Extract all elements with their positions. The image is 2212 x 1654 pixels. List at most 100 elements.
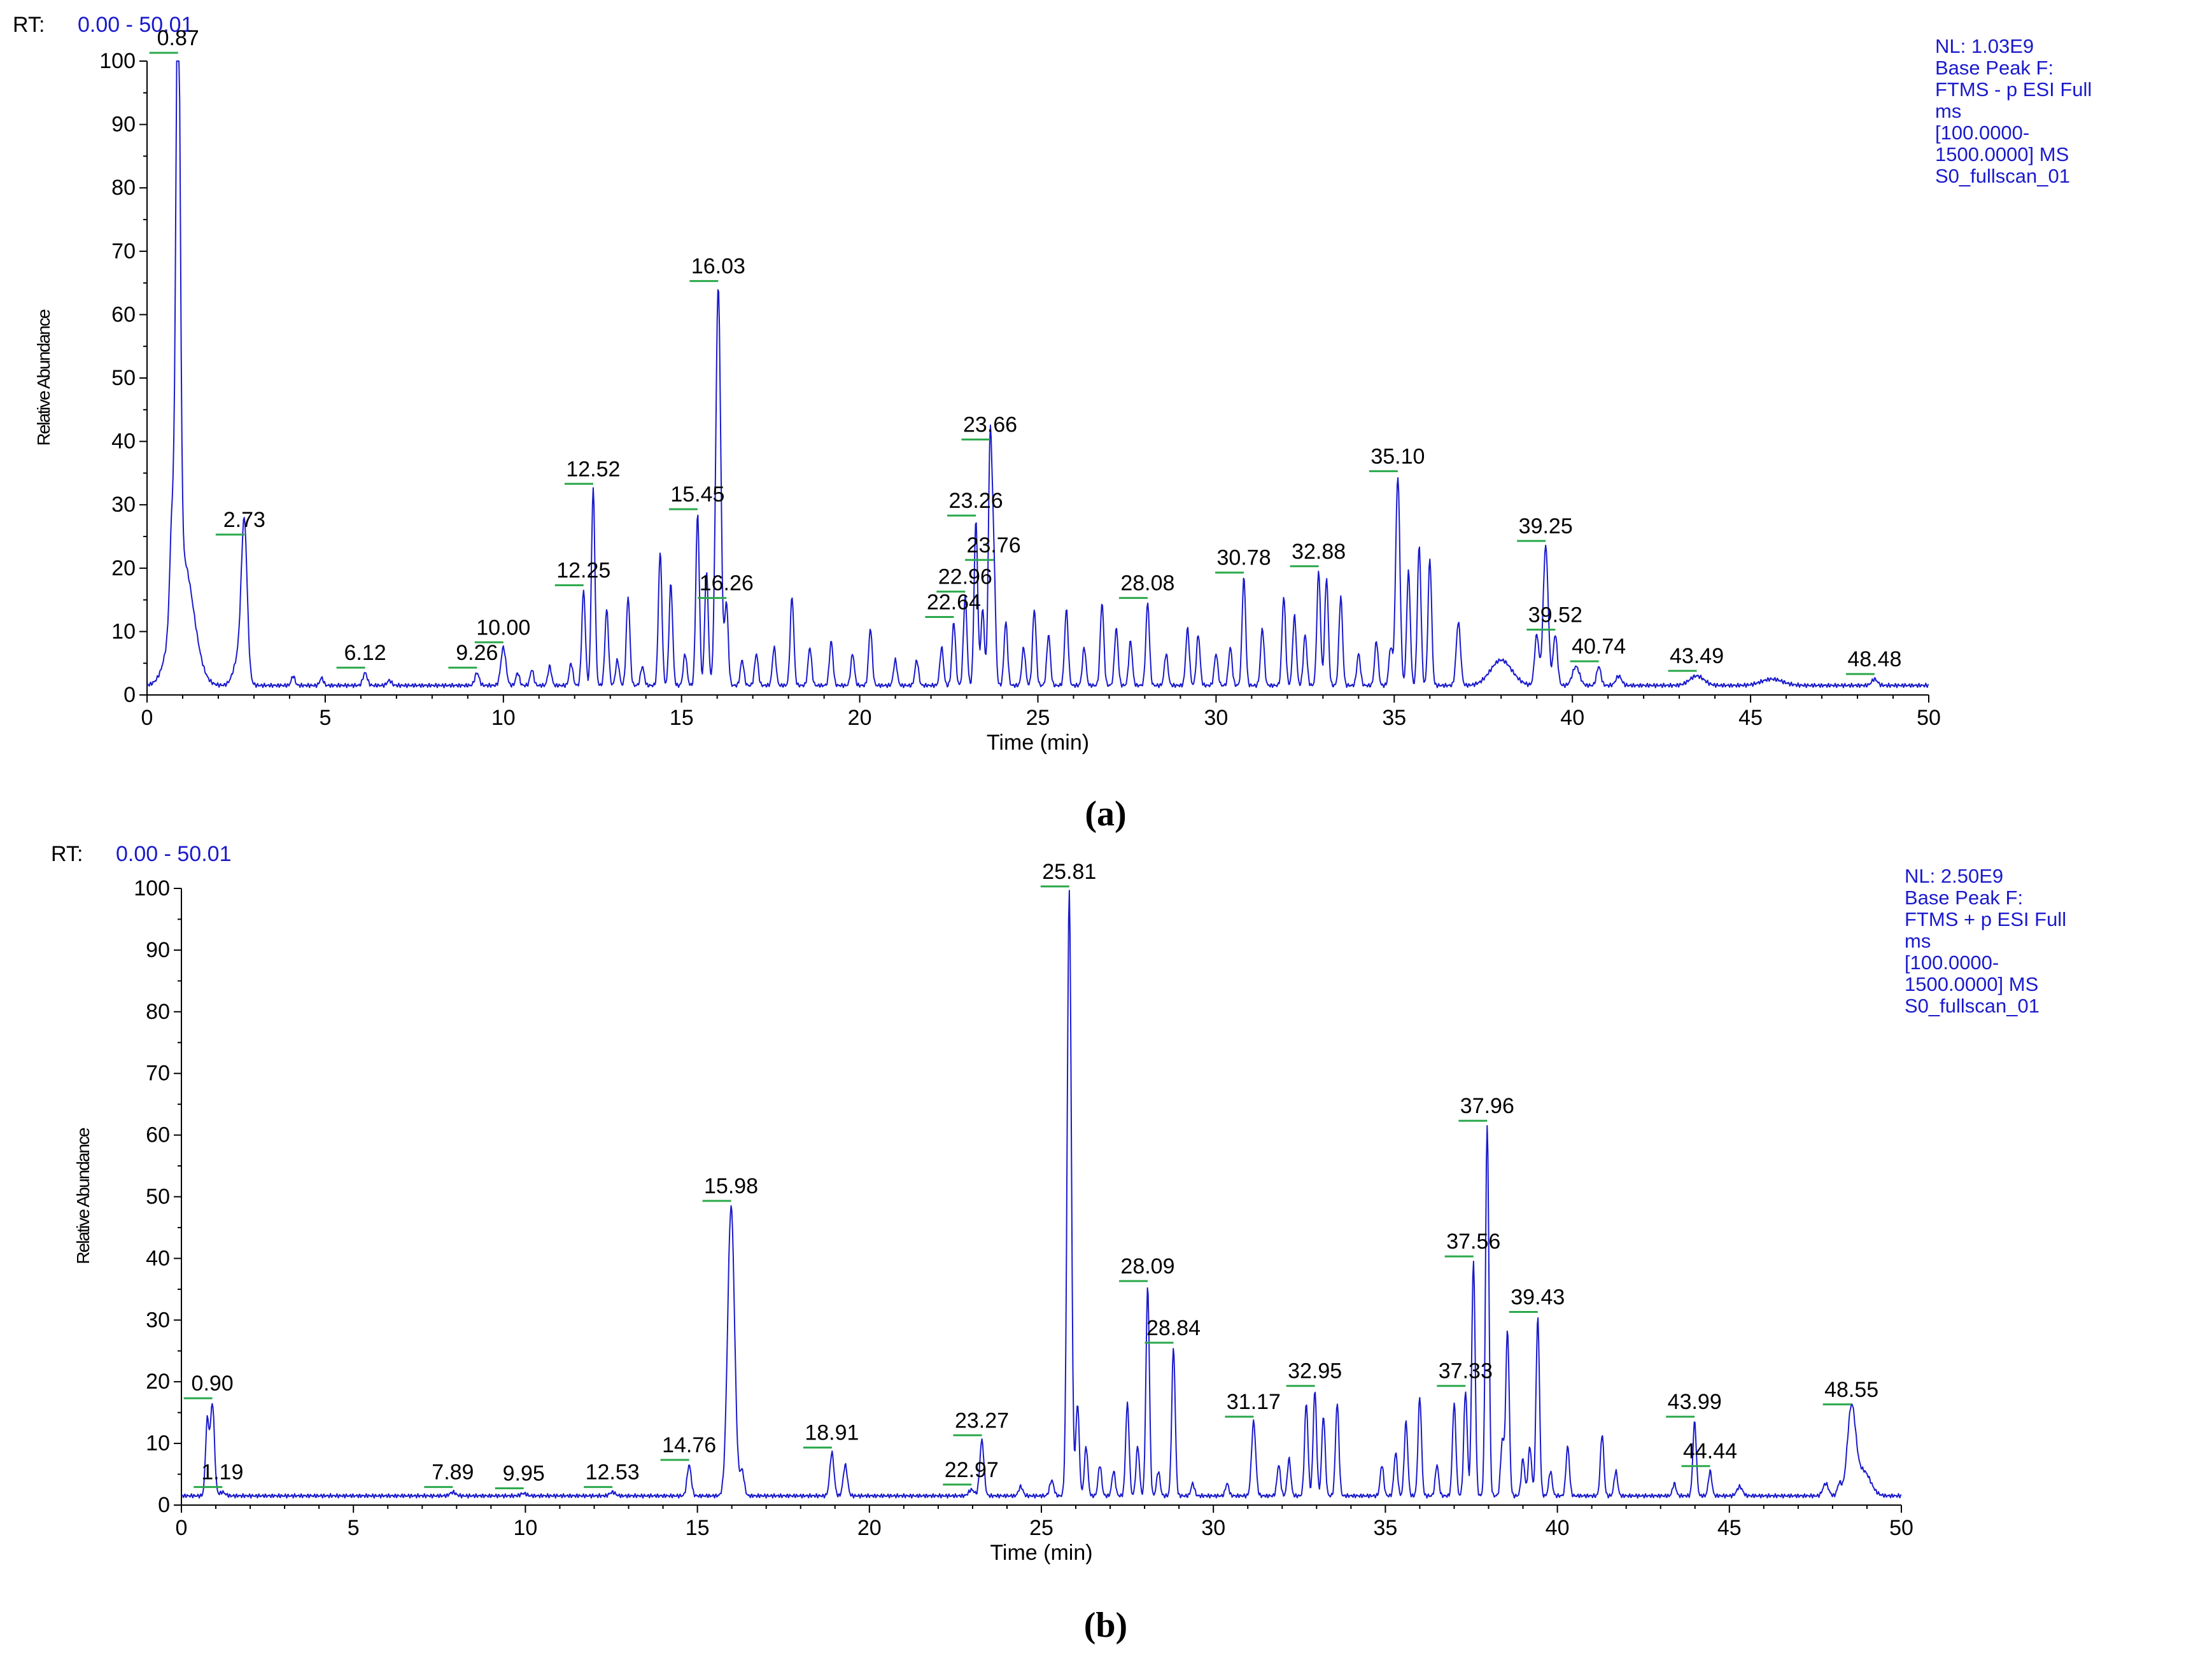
peak-label: 23.27 bbox=[955, 1408, 1009, 1433]
y-tick-label: 80 bbox=[146, 1000, 170, 1024]
x-tick-label: 45 bbox=[1717, 1516, 1742, 1540]
y-tick-label: 100 bbox=[99, 49, 136, 73]
peak-label: 43.49 bbox=[1670, 644, 1724, 668]
peak-label: 22.64 bbox=[927, 590, 981, 614]
info-line: 1500.0000] MS bbox=[1905, 973, 2038, 995]
x-axis-label: Time (min) bbox=[990, 1541, 1092, 1565]
peak-label: 12.53 bbox=[586, 1461, 640, 1485]
y-axis-label: Relative Abundance bbox=[73, 1128, 93, 1265]
peak-label: 28.08 bbox=[1120, 571, 1174, 596]
y-tick-label: 100 bbox=[134, 876, 170, 901]
info-line: ms bbox=[1905, 930, 1931, 952]
info-line: ms bbox=[1935, 100, 1961, 122]
peak-label: 28.84 bbox=[1146, 1316, 1201, 1340]
x-tick-label: 0 bbox=[141, 706, 153, 730]
peak-label: 32.88 bbox=[1292, 540, 1346, 564]
peak-label: 6.12 bbox=[344, 641, 386, 665]
x-tick-label: 40 bbox=[1560, 706, 1584, 730]
y-tick-label: 20 bbox=[111, 556, 136, 580]
x-tick-label: 45 bbox=[1738, 706, 1763, 730]
x-tick-label: 20 bbox=[848, 706, 872, 730]
peak-label: 12.25 bbox=[556, 559, 610, 583]
peak-label: 31.17 bbox=[1227, 1390, 1281, 1414]
y-tick-label: 40 bbox=[146, 1246, 170, 1270]
info-line: Base Peak F: bbox=[1935, 57, 2053, 79]
x-tick-label: 50 bbox=[1889, 1516, 1913, 1540]
y-tick-label: 30 bbox=[111, 493, 136, 517]
peak-label: 30.78 bbox=[1217, 546, 1271, 570]
x-tick-label: 30 bbox=[1201, 1516, 1225, 1540]
info-line: S0_fullscan_01 bbox=[1905, 995, 2039, 1017]
peak-label: 9.26 bbox=[456, 641, 498, 665]
peak-label: 40.74 bbox=[1572, 634, 1626, 659]
info-line: FTMS + p ESI Full bbox=[1905, 908, 2066, 930]
x-tick-label: 50 bbox=[1917, 706, 1941, 730]
x-tick-label: 30 bbox=[1204, 706, 1228, 730]
peak-label: 48.55 bbox=[1824, 1378, 1878, 1402]
x-tick-label: 0 bbox=[176, 1516, 188, 1540]
y-tick-label: 60 bbox=[111, 302, 136, 326]
peak-label: 1.19 bbox=[201, 1461, 243, 1485]
rt-range: 0.00 - 50.01 bbox=[78, 13, 193, 37]
x-tick-label: 10 bbox=[491, 706, 516, 730]
y-tick-label: 50 bbox=[111, 366, 136, 390]
y-tick-label: 20 bbox=[146, 1370, 170, 1394]
x-tick-label: 25 bbox=[1029, 1516, 1053, 1540]
peak-label: 28.09 bbox=[1120, 1254, 1174, 1279]
x-tick-label: 10 bbox=[513, 1516, 537, 1540]
peak-label: 10.00 bbox=[476, 615, 530, 640]
peak-label: 25.81 bbox=[1042, 860, 1096, 884]
peak-label: 18.91 bbox=[805, 1421, 859, 1445]
peak-label: 0.90 bbox=[192, 1371, 234, 1396]
y-tick-label: 70 bbox=[111, 239, 136, 263]
x-tick-label: 35 bbox=[1373, 1516, 1397, 1540]
y-tick-label: 80 bbox=[111, 176, 136, 200]
x-tick-label: 15 bbox=[686, 1516, 710, 1540]
peak-label: 23.26 bbox=[949, 489, 1003, 513]
info-line: [100.0000- bbox=[1935, 122, 2029, 144]
info-line: NL: 1.03E9 bbox=[1935, 35, 2034, 57]
x-tick-label: 5 bbox=[348, 1516, 360, 1540]
info-line: 1500.0000] MS bbox=[1935, 143, 2069, 165]
peak-label: 22.96 bbox=[938, 565, 992, 589]
y-tick-label: 30 bbox=[146, 1308, 170, 1332]
peak-label: 16.03 bbox=[691, 255, 745, 279]
y-tick-label: 90 bbox=[111, 113, 136, 137]
peak-label: 48.48 bbox=[1847, 647, 1901, 671]
peak-label: 22.97 bbox=[945, 1458, 999, 1482]
y-tick-label: 0 bbox=[158, 1493, 170, 1517]
info-line: FTMS - p ESI Full bbox=[1935, 78, 2092, 101]
chromatogram-trace bbox=[146, 60, 1929, 689]
peak-label: 35.10 bbox=[1370, 444, 1425, 468]
peak-label: 43.99 bbox=[1668, 1390, 1722, 1414]
peak-label: 15.45 bbox=[670, 482, 724, 507]
peak-label: 44.44 bbox=[1683, 1440, 1737, 1464]
peak-label: 7.89 bbox=[432, 1461, 474, 1485]
y-tick-label: 70 bbox=[146, 1062, 170, 1086]
y-tick-label: 10 bbox=[111, 619, 136, 643]
peak-label: 12.52 bbox=[566, 457, 620, 481]
peak-label: 23.66 bbox=[963, 413, 1017, 437]
panel-caption: (b) bbox=[1084, 1606, 1127, 1645]
peak-label: 39.43 bbox=[1511, 1285, 1565, 1309]
y-axis-label: Relative Abundance bbox=[34, 309, 53, 446]
y-tick-label: 60 bbox=[146, 1123, 170, 1147]
peak-label: 37.56 bbox=[1446, 1230, 1500, 1254]
rt-label: RT: bbox=[13, 13, 45, 37]
info-line: S0_fullscan_01 bbox=[1935, 165, 2070, 187]
rt-label: RT: bbox=[51, 842, 83, 866]
x-tick-label: 35 bbox=[1382, 706, 1406, 730]
x-tick-label: 15 bbox=[670, 706, 694, 730]
peak-label: 0.87 bbox=[157, 26, 199, 50]
y-tick-label: 0 bbox=[123, 683, 136, 707]
peak-label: 37.96 bbox=[1460, 1094, 1514, 1118]
info-line: Base Peak F: bbox=[1905, 887, 2023, 909]
y-tick-label: 90 bbox=[146, 938, 170, 962]
y-tick-label: 40 bbox=[111, 430, 136, 454]
y-tick-label: 50 bbox=[146, 1185, 170, 1209]
peak-label: 2.73 bbox=[223, 508, 265, 532]
